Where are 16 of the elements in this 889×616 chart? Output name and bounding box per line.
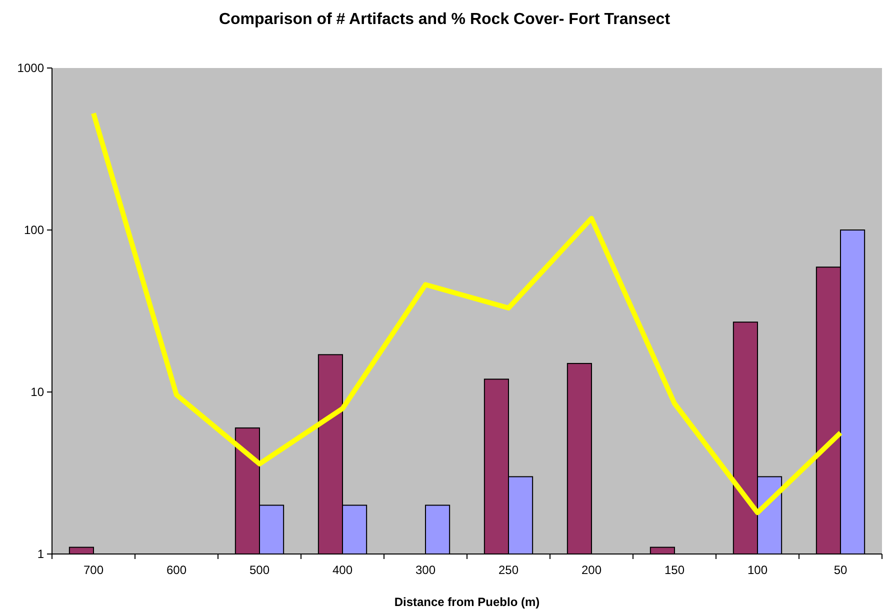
x-tick-label: 700 (83, 563, 104, 577)
chart-title: Comparison of # Artifacts and % Rock Cover- Fort Transect (218, 11, 671, 28)
y-tick-label: 10 (30, 385, 44, 400)
x-tick-label: 500 (249, 563, 270, 577)
x-tick-label: 600 (166, 563, 187, 577)
x-tick-label: 50 (834, 563, 848, 577)
y-tick-label: 1000 (17, 61, 44, 76)
x-tick-label: 100 (747, 563, 768, 577)
x-tick-label: 400 (332, 563, 353, 577)
y-tick-label: 100 (24, 223, 44, 238)
x-axis-title: Distance from Pueblo (m) (394, 595, 540, 609)
x-tick-label: 250 (498, 563, 519, 577)
x-tick-label: 200 (581, 563, 602, 577)
y-tick-label: 1 (37, 547, 44, 562)
x-tick-label: 150 (664, 563, 685, 577)
x-tick-label: 300 (415, 563, 436, 577)
